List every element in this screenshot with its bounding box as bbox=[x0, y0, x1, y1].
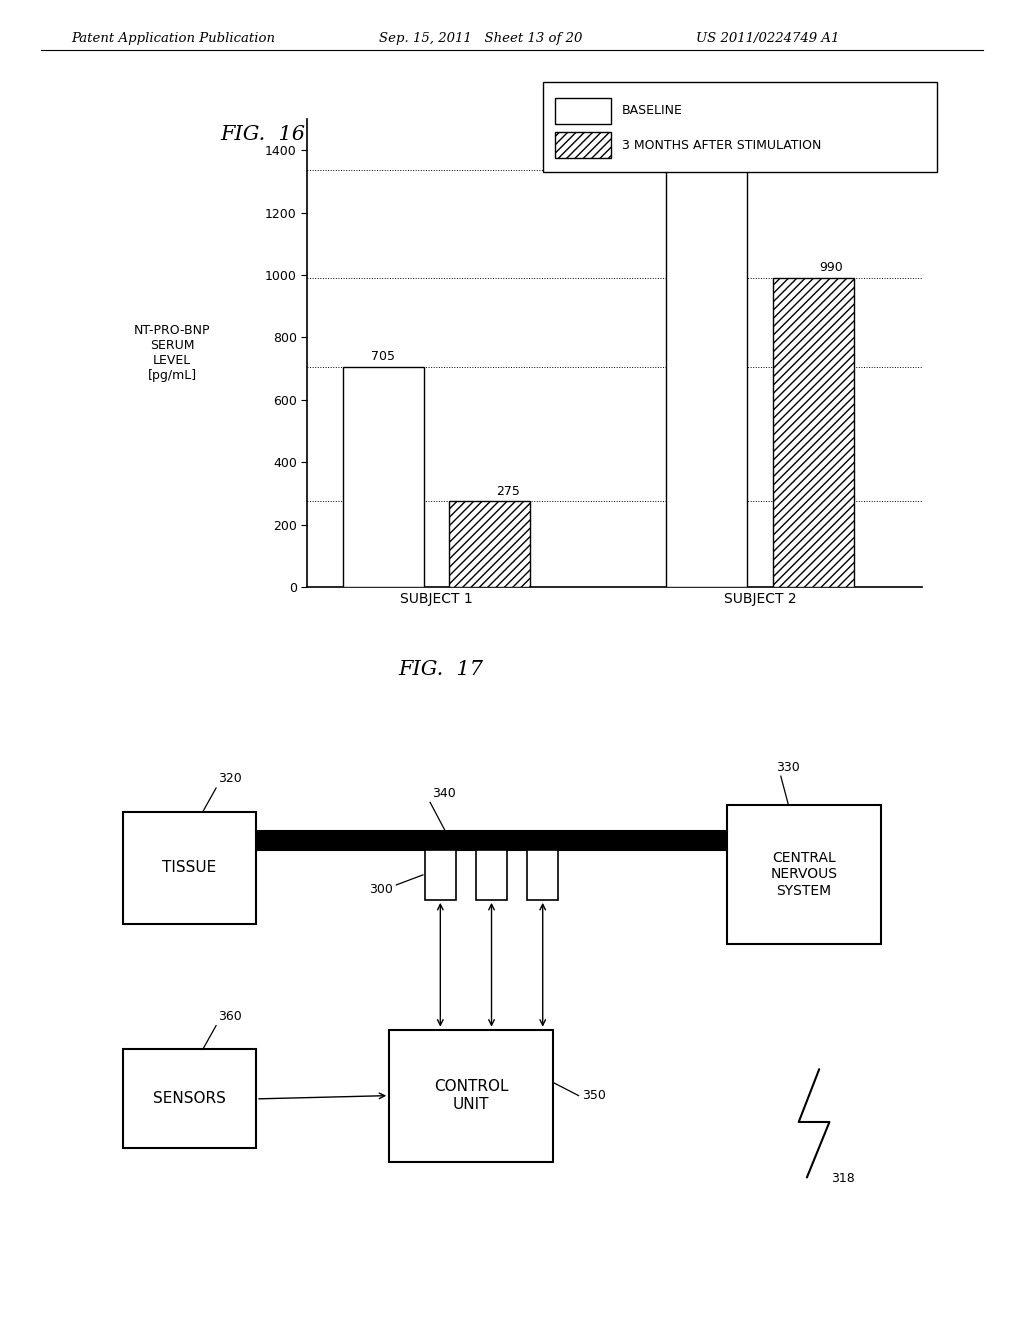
Text: 318: 318 bbox=[831, 1172, 855, 1185]
Bar bbox=[476, 850, 507, 900]
Text: 275: 275 bbox=[497, 484, 520, 498]
Text: CONTROL
UNIT: CONTROL UNIT bbox=[434, 1080, 508, 1111]
Bar bbox=[527, 850, 558, 900]
Text: FIG.  17: FIG. 17 bbox=[397, 660, 483, 678]
Bar bbox=[425, 850, 456, 900]
Text: 350: 350 bbox=[582, 1089, 605, 1102]
Bar bbox=[667, 170, 746, 587]
Text: 320: 320 bbox=[218, 772, 242, 785]
Bar bbox=[773, 279, 854, 587]
Text: Patent Application Publication: Patent Application Publication bbox=[72, 32, 275, 45]
Text: NT-PRO-BNP
SERUM
LEVEL
[pg/mL]: NT-PRO-BNP SERUM LEVEL [pg/mL] bbox=[134, 325, 210, 381]
Text: 990: 990 bbox=[820, 261, 844, 275]
Text: US 2011/0224749 A1: US 2011/0224749 A1 bbox=[696, 32, 840, 45]
Text: 3 MONTHS AFTER STIMULATION: 3 MONTHS AFTER STIMULATION bbox=[622, 139, 821, 152]
Text: SENSORS: SENSORS bbox=[153, 1092, 226, 1106]
Text: 330: 330 bbox=[776, 760, 800, 774]
Bar bbox=[727, 805, 881, 944]
Text: 340: 340 bbox=[432, 787, 456, 800]
Bar bbox=[450, 502, 530, 587]
Text: BASELINE: BASELINE bbox=[622, 104, 682, 117]
Text: 300: 300 bbox=[369, 883, 392, 896]
Bar bbox=[343, 367, 424, 587]
Text: FIG.  16: FIG. 16 bbox=[220, 125, 305, 144]
Text: TISSUE: TISSUE bbox=[163, 861, 216, 875]
Text: CENTRAL
NERVOUS
SYSTEM: CENTRAL NERVOUS SYSTEM bbox=[770, 851, 838, 898]
Bar bbox=[123, 1049, 256, 1148]
Bar bbox=[389, 1030, 553, 1162]
Text: 705: 705 bbox=[371, 350, 395, 363]
Text: 360: 360 bbox=[218, 1010, 242, 1023]
Bar bbox=[256, 832, 727, 850]
Text: 1337: 1337 bbox=[691, 153, 722, 166]
Bar bbox=[123, 812, 256, 924]
Text: Sep. 15, 2011   Sheet 13 of 20: Sep. 15, 2011 Sheet 13 of 20 bbox=[379, 32, 583, 45]
